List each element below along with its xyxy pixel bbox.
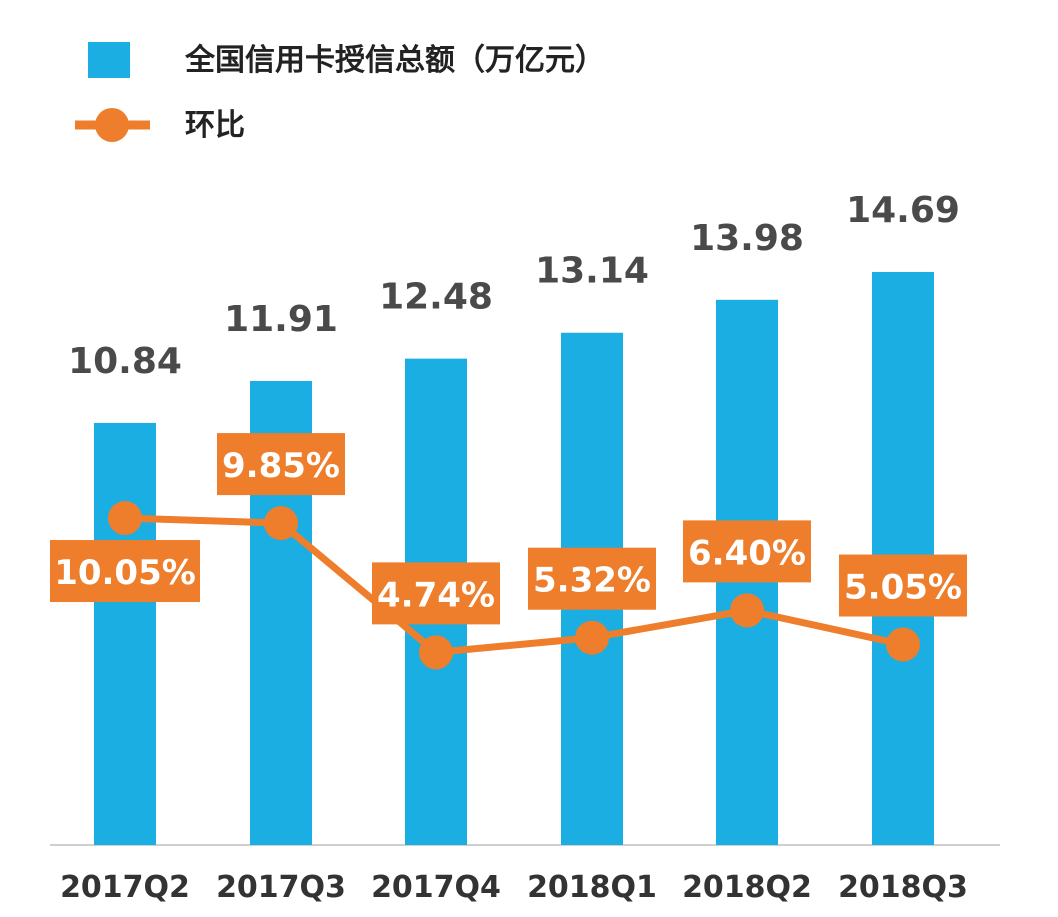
ratio-label-2018Q1: 5.32% [528,547,656,610]
ratio-point-2018Q1 [575,620,609,655]
bar-value-label-2017Q2: 10.84 [68,341,182,382]
legend: 全国信用卡授信总额（万亿元） 环比 [75,42,605,143]
x-tick-2018Q2: 2018Q2 [682,870,812,905]
x-tick-labels: 2017Q2 2017Q3 2017Q4 2018Q1 2018Q2 2018Q3 [60,870,968,905]
ratio-labels: 10.05% 9.85% 4.74% 5.32% 6.40% 5.05% [50,433,967,625]
bar-2017Q2 [94,422,156,845]
ratio-label-box [372,562,500,625]
ratio-label-text: 4.74% [377,575,495,615]
ratio-point-2017Q2 [108,501,142,536]
ratio-label-2018Q3: 5.05% [839,554,967,617]
ratio-line [124,514,904,656]
ratio-label-2017Q4: 4.74% [372,562,500,625]
ratio-label-text: 5.32% [533,561,651,601]
ratio-label-box [217,433,345,496]
ratio-line-layer [108,501,920,670]
ratio-label-text: 10.05% [54,553,196,593]
bar-value-label-2018Q1: 13.14 [535,251,649,292]
ratio-label-2017Q3: 9.85% [217,433,345,496]
bar-value-label-2017Q3: 11.91 [224,299,338,340]
ratio-point-2018Q2 [730,593,764,628]
legend-line-marker [95,108,129,142]
x-tick-2017Q3: 2017Q3 [216,870,346,905]
bar-value-label-2018Q3: 14.69 [846,190,960,231]
x-tick-2018Q3: 2018Q3 [838,870,968,905]
ratio-point-2018Q3 [886,627,920,662]
bar-labels: 10.84 11.91 12.48 13.14 13.98 14.69 [68,190,960,382]
ratio-point-2017Q3 [264,506,298,541]
ratio-label-2018Q2: 6.40% [683,520,811,583]
x-tick-2017Q2: 2017Q2 [60,870,190,905]
bar-value-label-2018Q2: 13.98 [690,218,804,259]
ratio-label-box [528,547,656,610]
bar-value-label-2017Q4: 12.48 [379,277,493,318]
legend-bar-swatch [88,42,130,78]
ratio-label-box [50,540,200,603]
x-tick-2017Q4: 2017Q4 [371,870,501,905]
legend-line-label: 环比 [185,108,245,143]
ratio-label-text: 5.05% [844,568,962,608]
x-tick-2018Q1: 2018Q1 [527,870,657,905]
ratio-label-box [683,520,811,583]
ratio-label-2017Q2: 10.05% [50,540,200,603]
ratio-label-text: 9.85% [222,446,340,486]
ratio-point-2017Q4 [419,635,453,670]
ratio-label-text: 6.40% [688,533,806,573]
legend-bar-label: 全国信用卡授信总额（万亿元） [184,43,605,78]
ratio-label-box [839,554,967,617]
